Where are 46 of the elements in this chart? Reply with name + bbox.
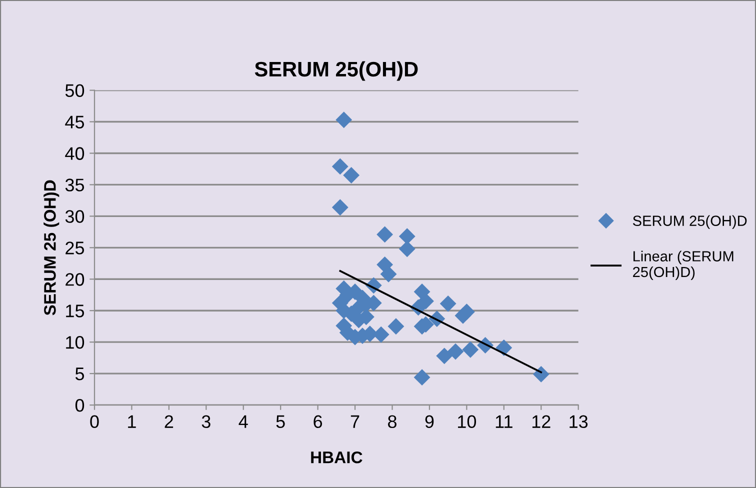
y-tick-label: 50 <box>65 84 84 97</box>
y-tick-label: 35 <box>65 178 84 192</box>
point <box>380 266 397 282</box>
point <box>332 199 348 216</box>
x-tick-label: 3 <box>202 415 210 428</box>
y-tick-label: 30 <box>65 210 84 223</box>
y-tick-label: 25 <box>66 242 84 254</box>
point <box>454 307 472 324</box>
point <box>436 348 453 364</box>
point <box>376 226 394 243</box>
x-axis-title: HBAIC <box>311 451 362 464</box>
x-tick-label: 6 <box>314 415 322 428</box>
y-tick-label: 15 <box>66 304 84 318</box>
x-tick-label: 13 <box>570 415 588 428</box>
x-tick-label: 11 <box>496 415 512 428</box>
x-tick-label: 1 <box>128 415 136 428</box>
x-tick-label: 10 <box>458 415 476 428</box>
point <box>414 369 430 386</box>
x-tick-label: 12 <box>532 415 550 428</box>
chart-title: SERUM 25(OH)D <box>254 61 418 81</box>
x-tick-label: 5 <box>276 415 285 428</box>
point <box>440 295 456 312</box>
y-tick-label: 45 <box>65 116 84 128</box>
point <box>336 112 352 128</box>
point <box>398 228 416 245</box>
y-axis-title: SERUM 25 (OH)D <box>44 180 60 316</box>
x-tick-label: 7 <box>350 415 360 428</box>
x-tick-label: 9 <box>425 415 434 428</box>
legend-label: SERUM 25(OH)D <box>632 215 747 229</box>
y-tick-label: 0 <box>75 398 84 412</box>
y-tick-label: 10 <box>66 336 84 349</box>
y-tick-label: 5 <box>75 368 84 380</box>
point <box>388 318 404 335</box>
y-tick-label: 40 <box>65 147 84 160</box>
x-tick-label: 2 <box>164 415 174 428</box>
point <box>462 341 479 358</box>
x-tick-label: 8 <box>388 415 396 428</box>
y-tick-label: 20 <box>66 273 84 286</box>
point <box>343 167 360 184</box>
x-tick-label: 0 <box>90 415 99 428</box>
point <box>398 240 416 258</box>
point <box>332 158 348 175</box>
x-tick-label: 4 <box>238 415 248 428</box>
point <box>532 366 550 382</box>
legend-label: Linear (SERUM 25(OH)D) <box>633 250 734 280</box>
point <box>447 343 464 360</box>
